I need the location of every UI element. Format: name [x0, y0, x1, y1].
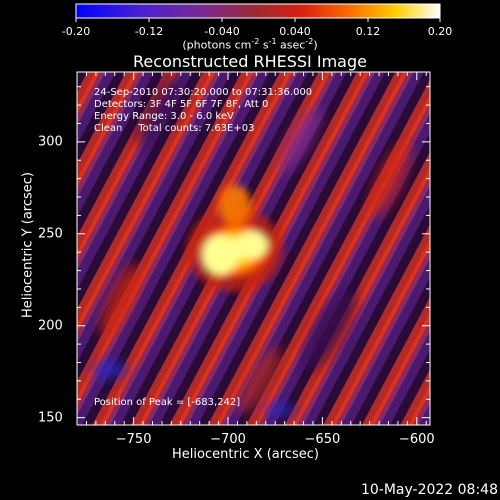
x-tick-label: −650	[304, 432, 341, 447]
x-axis-ticks	[85, 72, 427, 425]
colorbar-tick: 0.12	[355, 25, 381, 38]
x-tick-label: −700	[210, 432, 246, 447]
x-tick-label: −600	[398, 432, 435, 447]
colorbar-tick: -0.12	[134, 25, 164, 38]
annotation-detectors: Detectors: 3F 4F 5F 6F 7F 8F, Att 0	[94, 99, 269, 110]
plot-frame	[76, 71, 431, 426]
hot-source	[187, 185, 283, 292]
annotation-time-range: 24-Sep-2010 07:30:20.000 to 07:31:36.000	[94, 87, 313, 98]
y-axis-ticks	[77, 86, 430, 419]
colorbar-tick: 0.20	[427, 25, 453, 38]
y-tick-label: 250	[38, 226, 63, 242]
y-tick-label: 150	[38, 410, 63, 426]
colorbar-ticks-marks	[75, 18, 441, 22]
annotation-total-counts: Clean Total counts: 7.63E+03	[94, 123, 255, 134]
x-tick-label: −750	[115, 432, 152, 447]
colorbar-tick: 0.040	[279, 25, 311, 38]
timestamp: 10-May-2022 08:48	[360, 482, 498, 498]
colorbar	[75, 3, 441, 22]
y-axis-label: Heliocentric Y (arcsec)	[20, 172, 36, 318]
colorbar-gradient	[75, 3, 441, 19]
chart-title: Reconstructed RHESSI Image	[133, 52, 367, 71]
y-tick-label: 200	[38, 318, 63, 334]
y-tick-label: 300	[38, 134, 63, 150]
annotation-peak-position: Position of Peak = [-683,242]	[94, 397, 241, 408]
colorbar-tick: -0.040	[204, 25, 240, 38]
x-axis-label: Heliocentric X (arcsec)	[172, 447, 319, 462]
annotation-energy-range: Energy Range: 3.0 - 6.0 keV	[94, 111, 234, 122]
colorbar-units-label: (photons cm-2 s-1 asec-2)	[182, 37, 318, 52]
colorbar-tick: -0.20	[61, 25, 91, 38]
